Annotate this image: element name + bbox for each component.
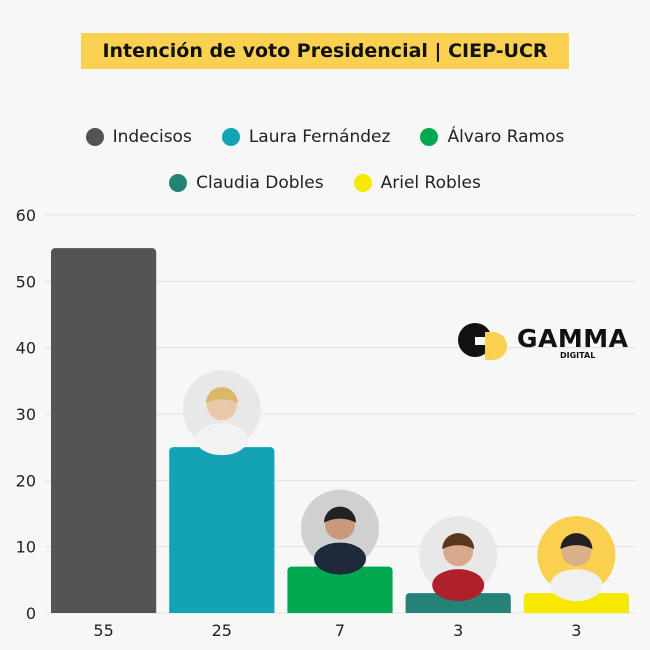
bar bbox=[287, 566, 393, 613]
photo-hair-icon bbox=[442, 533, 475, 550]
legend-dot-icon bbox=[353, 174, 372, 192]
bar bbox=[51, 248, 157, 613]
y-tick-label: 30 bbox=[16, 405, 36, 424]
bar-value-label: 3 bbox=[453, 621, 463, 640]
photo-body-icon bbox=[550, 569, 603, 602]
legend-label: Claudia Dobles bbox=[196, 173, 324, 193]
bar bbox=[169, 447, 275, 613]
bar-value-label: 7 bbox=[335, 621, 345, 640]
legend-row-2: Claudia Dobles Ariel Robles bbox=[0, 173, 650, 193]
legend-item[interactable]: Claudia Dobles bbox=[169, 173, 324, 193]
legend-item[interactable]: Laura Fernández bbox=[221, 127, 391, 147]
legend-dot-icon bbox=[420, 128, 439, 146]
legend-item[interactable]: Ariel Robles bbox=[353, 173, 481, 193]
legend-dot-icon bbox=[85, 128, 104, 146]
bar-value-label: 3 bbox=[571, 621, 581, 640]
photo-hair-icon bbox=[324, 506, 356, 523]
bar bbox=[523, 593, 629, 613]
legend-item[interactable]: Indecisos bbox=[85, 127, 192, 147]
bar-value-label: 55 bbox=[93, 621, 113, 640]
legend-label: Ariel Robles bbox=[380, 173, 481, 193]
bar-value-label: 25 bbox=[212, 621, 232, 640]
photo-body-icon bbox=[432, 569, 485, 602]
y-tick-label: 60 bbox=[16, 206, 36, 225]
photo-hair-icon bbox=[205, 387, 238, 404]
y-tick-label: 20 bbox=[16, 471, 36, 490]
legend-row-1: Indecisos Laura Fernández Álvaro Ramos bbox=[0, 127, 650, 147]
chart-title: Intención de voto Presidencial | CIEP-UC… bbox=[81, 33, 569, 69]
legend-dot-icon bbox=[221, 128, 240, 146]
y-tick-label: 0 bbox=[26, 604, 36, 623]
y-tick-label: 50 bbox=[16, 272, 36, 291]
photo-hair-icon bbox=[560, 533, 593, 550]
bar bbox=[405, 593, 511, 613]
logo-brand: GAMMA bbox=[517, 324, 629, 353]
legend-dot-icon bbox=[169, 174, 188, 192]
photo-body-icon bbox=[314, 542, 366, 575]
legend-label: Indecisos bbox=[112, 127, 192, 147]
legend-label: Laura Fernández bbox=[248, 127, 391, 147]
y-tick-label: 10 bbox=[16, 538, 36, 557]
y-tick-label: 40 bbox=[16, 339, 36, 358]
gamma-digital-logo: GAMMA DIGITAL bbox=[455, 320, 645, 370]
photo-body-icon bbox=[195, 423, 248, 456]
legend-item[interactable]: Álvaro Ramos bbox=[420, 127, 564, 147]
legend-label: Álvaro Ramos bbox=[447, 127, 565, 147]
logo-sub: DIGITAL bbox=[560, 351, 596, 360]
